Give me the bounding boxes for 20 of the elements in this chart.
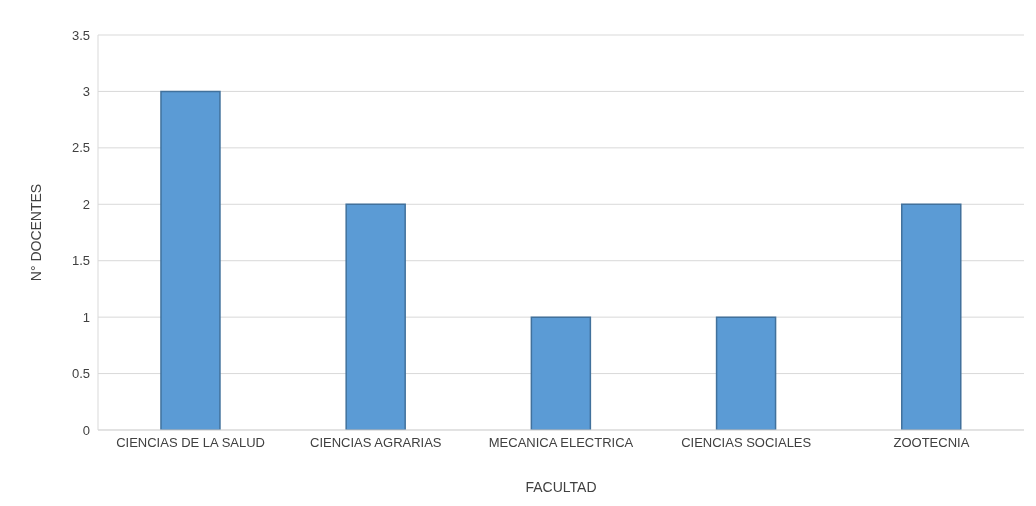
bar (901, 203, 962, 430)
y-tick-label: 0.5 (71, 366, 90, 382)
bar (715, 316, 777, 430)
x-tick-label: CIENCIAS DE LA SALUD (116, 435, 266, 451)
x-tick-label: CIENCIAS SOCIALES (681, 435, 812, 451)
y-axis-title: N° DOCENTES (27, 183, 44, 282)
y-tick-label: 3 (82, 84, 90, 100)
y-tick-label: 3.5 (71, 27, 90, 43)
x-tick-label: MECANICA ELECTRICA (488, 435, 634, 451)
x-axis-title: FACULTAD (525, 479, 597, 495)
y-tick-label: 2.5 (71, 140, 90, 156)
y-tick-label: 2 (82, 196, 90, 212)
bar (530, 316, 592, 430)
y-tick-label: 0 (82, 422, 90, 438)
bar (345, 203, 406, 430)
x-tick-label: CIENCIAS AGRARIAS (310, 435, 442, 451)
y-tick-label: 1 (82, 309, 90, 325)
x-tick-label: ZOOTECNIA (893, 435, 970, 451)
y-tick-label: 1.5 (71, 253, 90, 269)
bar (160, 90, 221, 430)
